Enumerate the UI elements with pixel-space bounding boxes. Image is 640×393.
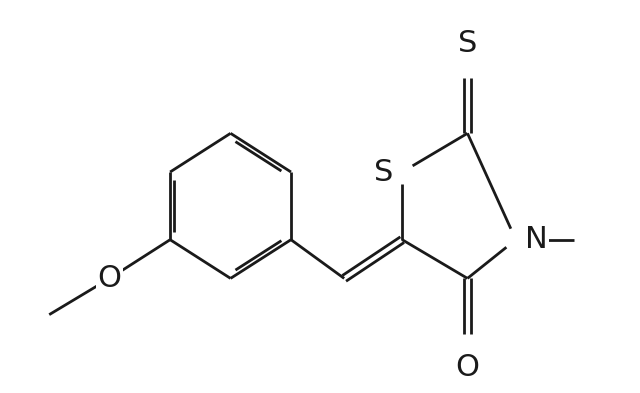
Text: S: S — [374, 158, 394, 187]
Text: S: S — [458, 29, 477, 59]
Text: O: O — [98, 264, 122, 293]
Text: O: O — [456, 353, 479, 382]
Text: N: N — [525, 225, 547, 254]
